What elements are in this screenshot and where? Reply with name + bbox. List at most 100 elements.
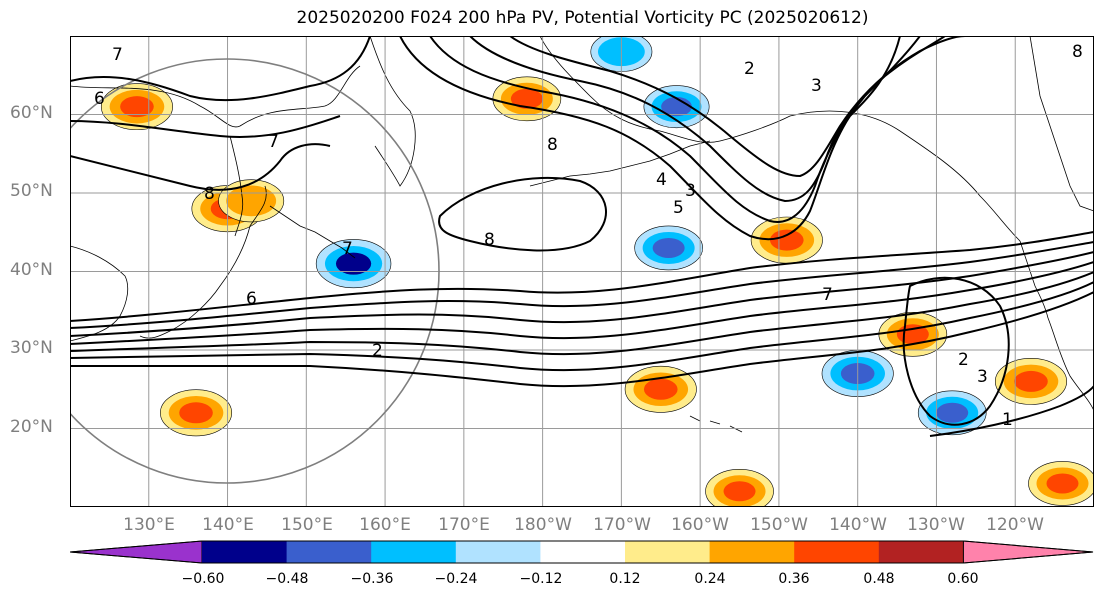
- contour-label: 2: [372, 341, 383, 361]
- lon-label-170w: 170°W: [593, 515, 651, 535]
- pv-positive-anomaly: [624, 365, 697, 413]
- colorbar-canvas: [69, 540, 1094, 564]
- contour-jet-2: [70, 241, 1094, 329]
- lon-label-150e: 150°E: [281, 515, 333, 535]
- coastline-alaska: [539, 36, 1021, 242]
- coastline-siberia: [70, 65, 361, 128]
- colorbar-tick-label: 0.12: [609, 571, 641, 587]
- pv-positive-anomaly: [750, 216, 823, 264]
- coastline-japan: [139, 185, 267, 339]
- coastline-north-america-west: [1047, 317, 1094, 412]
- lon-label-150w: 150°W: [750, 515, 808, 535]
- pv-contour-labels: 7 6 7 8 6 7 2 8 8 4 3 5 2 3 7 2 3 1 8: [94, 42, 1083, 430]
- colorbar-segment: [286, 541, 372, 563]
- pv-contour-core: [723, 481, 756, 502]
- contour-label: 8: [484, 230, 495, 250]
- coastline-korea-china: [70, 245, 129, 342]
- contour-jet-6: [70, 281, 1094, 372]
- contour-ridge-3: [70, 143, 331, 191]
- contour-label: 6: [94, 89, 105, 109]
- pv-positive-anomaly: [705, 469, 774, 507]
- contour-closed-low: [438, 176, 607, 252]
- contour-jet-4: [70, 261, 1094, 345]
- lon-label-140w: 140°W: [829, 515, 887, 535]
- contour-trough-4: [509, 36, 966, 178]
- lat-label-40n: 40°N: [10, 260, 53, 280]
- pv-contour-core: [335, 252, 372, 275]
- contour-label: 3: [977, 367, 988, 387]
- pv-contour-core: [179, 402, 213, 424]
- contour-jet-1: [70, 231, 1094, 322]
- pv-positive-anomaly: [994, 357, 1067, 405]
- colorbar-segment: [455, 541, 541, 563]
- colorbar-extend-low: [69, 540, 203, 564]
- contour-label: 3: [685, 181, 696, 201]
- pv-contour-core: [652, 237, 685, 258]
- contour-low-lat: [929, 385, 1094, 437]
- map-title: 2025020200 F024 200 hPa PV, Potential Vo…: [296, 8, 869, 28]
- coastline-kurils: [269, 205, 356, 259]
- contour-label: 7: [342, 239, 353, 259]
- contour-label: 7: [822, 285, 833, 305]
- map-panel: 7 6 7 8 6 7 2 8 8 4 3 5 2 3 7 2 3 1 8: [70, 36, 1094, 507]
- contour-label: 4: [656, 170, 667, 190]
- lon-label-160w: 160°W: [671, 515, 729, 535]
- pv-contour-core: [643, 378, 678, 400]
- pv-contour-core: [770, 229, 804, 251]
- contour-label: 8: [204, 184, 215, 204]
- coastline-sakhalin: [229, 135, 244, 237]
- contour-label: 7: [112, 45, 123, 65]
- lat-label-60n: 60°N: [10, 103, 53, 123]
- lon-label-130w: 130°W: [907, 515, 965, 535]
- colorbar-tick-label: 0.48: [863, 571, 895, 587]
- colorbar-tick-label: 0.36: [778, 571, 810, 587]
- lat-label-30n: 30°N: [10, 338, 53, 358]
- colorbar-segment: [794, 541, 880, 563]
- colorbar-segment: [878, 541, 964, 563]
- colorbar-segment: [625, 541, 711, 563]
- colorbar-tick-label: 0.24: [694, 571, 726, 587]
- coastline-land-border: [1029, 36, 1094, 212]
- colorbar-tick-label: −0.36: [350, 571, 394, 587]
- pv-contour-core: [1046, 473, 1079, 494]
- contour-label: 2: [958, 350, 969, 370]
- pv-negative-anomaly: [634, 225, 703, 271]
- colorbar-segment: [202, 541, 288, 563]
- pv-contour-core: [936, 402, 969, 423]
- lon-label-170e: 170°E: [438, 515, 490, 535]
- contour-jet-7: [70, 291, 1094, 388]
- pv-positive-anomaly: [1028, 461, 1094, 506]
- contour-jet-5: [70, 271, 1094, 356]
- contour-label: 8: [1072, 42, 1083, 62]
- range-ring: [70, 58, 440, 484]
- pv-negative-anomaly: [315, 239, 392, 289]
- pv-contour-core: [1014, 370, 1048, 392]
- contour-ridge-2: [70, 115, 341, 138]
- pv-positive-anomaly: [100, 83, 173, 131]
- colorbar-tick-label: −0.24: [434, 571, 478, 587]
- pv-contours: [70, 36, 1094, 437]
- map-canvas: 7 6 7 8 6 7 2 8 8 4 3 5 2 3 7 2 3 1 8: [70, 36, 1094, 507]
- contour-label: 8: [547, 135, 558, 155]
- pv-contour-core: [120, 96, 154, 118]
- lon-label-180w: 180°W: [514, 515, 572, 535]
- colorbar-extend-high: [962, 540, 1094, 564]
- map-border: [70, 36, 1094, 507]
- colorbar-segment: [371, 541, 457, 563]
- pv-positive-anomaly: [160, 389, 233, 437]
- pv-negative-anomaly: [590, 36, 653, 72]
- contour-label: 1: [1002, 410, 1013, 430]
- contour-jet-3: [70, 251, 1094, 337]
- contour-label: 3: [811, 76, 822, 96]
- colorbar-segment: [540, 541, 626, 563]
- contour-label: 5: [673, 198, 684, 218]
- contour-label: 7: [268, 132, 279, 152]
- contour-label: 6: [246, 289, 257, 309]
- pv-positive-anomaly: [218, 179, 285, 223]
- colorbar-tick-label: −0.60: [181, 571, 225, 587]
- colorbar-outline: [69, 540, 1094, 564]
- colorbar-tick-label: −0.12: [519, 571, 563, 587]
- colorbar-tick-label: 0.60: [947, 571, 979, 587]
- contour-ridge-1: [70, 36, 371, 102]
- lat-label-50n: 50°N: [10, 181, 53, 201]
